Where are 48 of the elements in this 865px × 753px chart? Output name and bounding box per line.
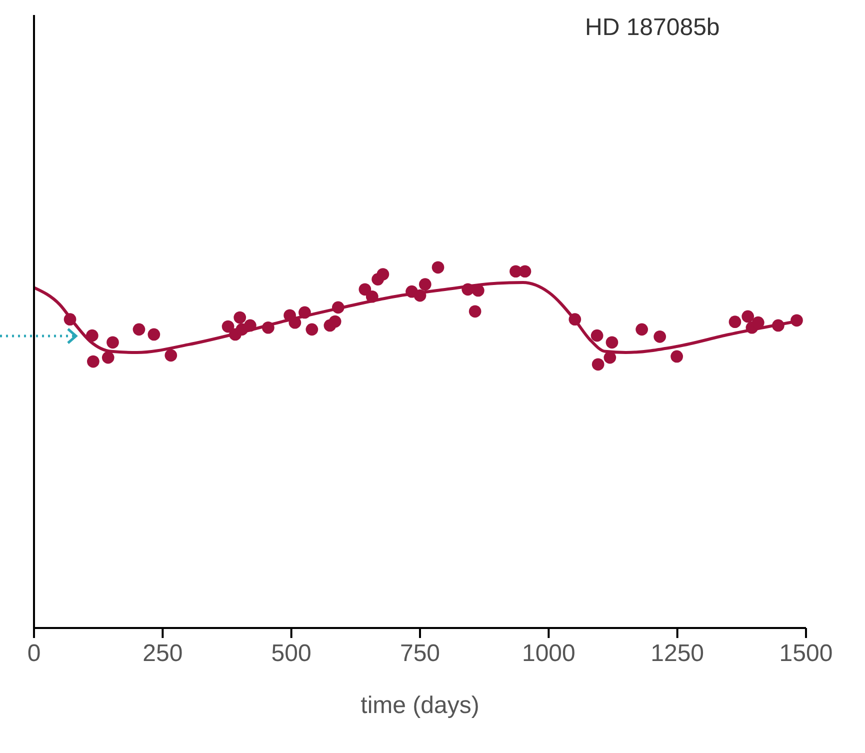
- point: [306, 323, 318, 336]
- point: [742, 310, 754, 323]
- point: [222, 320, 234, 333]
- point: [87, 355, 100, 368]
- point: [358, 283, 372, 296]
- point: [234, 311, 246, 324]
- point: [376, 268, 390, 280]
- chart-title: HD 187085b: [585, 14, 720, 42]
- x-tick-label: 1500: [779, 640, 833, 668]
- x-tick-label: 1250: [650, 640, 704, 668]
- point: [790, 314, 803, 327]
- point: [288, 316, 302, 329]
- point: [164, 349, 178, 362]
- point: [366, 290, 378, 303]
- point: [102, 351, 114, 364]
- point: [432, 261, 444, 274]
- point: [772, 319, 784, 332]
- point: [132, 323, 146, 336]
- x-tick-label: 250: [142, 640, 183, 668]
- point: [462, 283, 474, 296]
- point: [518, 265, 532, 278]
- x-axis-title: time (days): [360, 692, 480, 719]
- point: [670, 350, 683, 363]
- point: [244, 319, 256, 332]
- point: [604, 351, 616, 364]
- point: [592, 358, 604, 371]
- point: [332, 301, 344, 314]
- point: [298, 306, 311, 319]
- point: [262, 321, 274, 334]
- point: [414, 289, 426, 302]
- point: [654, 330, 666, 343]
- point: [86, 329, 98, 342]
- point: [106, 336, 119, 349]
- point: [590, 329, 604, 342]
- point: [148, 328, 160, 341]
- point: [328, 315, 342, 328]
- x-tick-label: 500: [271, 640, 312, 668]
- x-tick-label: 750: [400, 640, 440, 668]
- x-tick-label: 0: [27, 640, 41, 668]
- x-tick-label: 1000: [522, 640, 576, 668]
- point: [64, 313, 76, 326]
- point: [568, 313, 582, 326]
- point: [606, 336, 618, 349]
- point: [752, 316, 764, 329]
- point: [728, 316, 742, 328]
- point: [418, 278, 432, 291]
- point: [468, 305, 482, 318]
- point: [636, 323, 648, 336]
